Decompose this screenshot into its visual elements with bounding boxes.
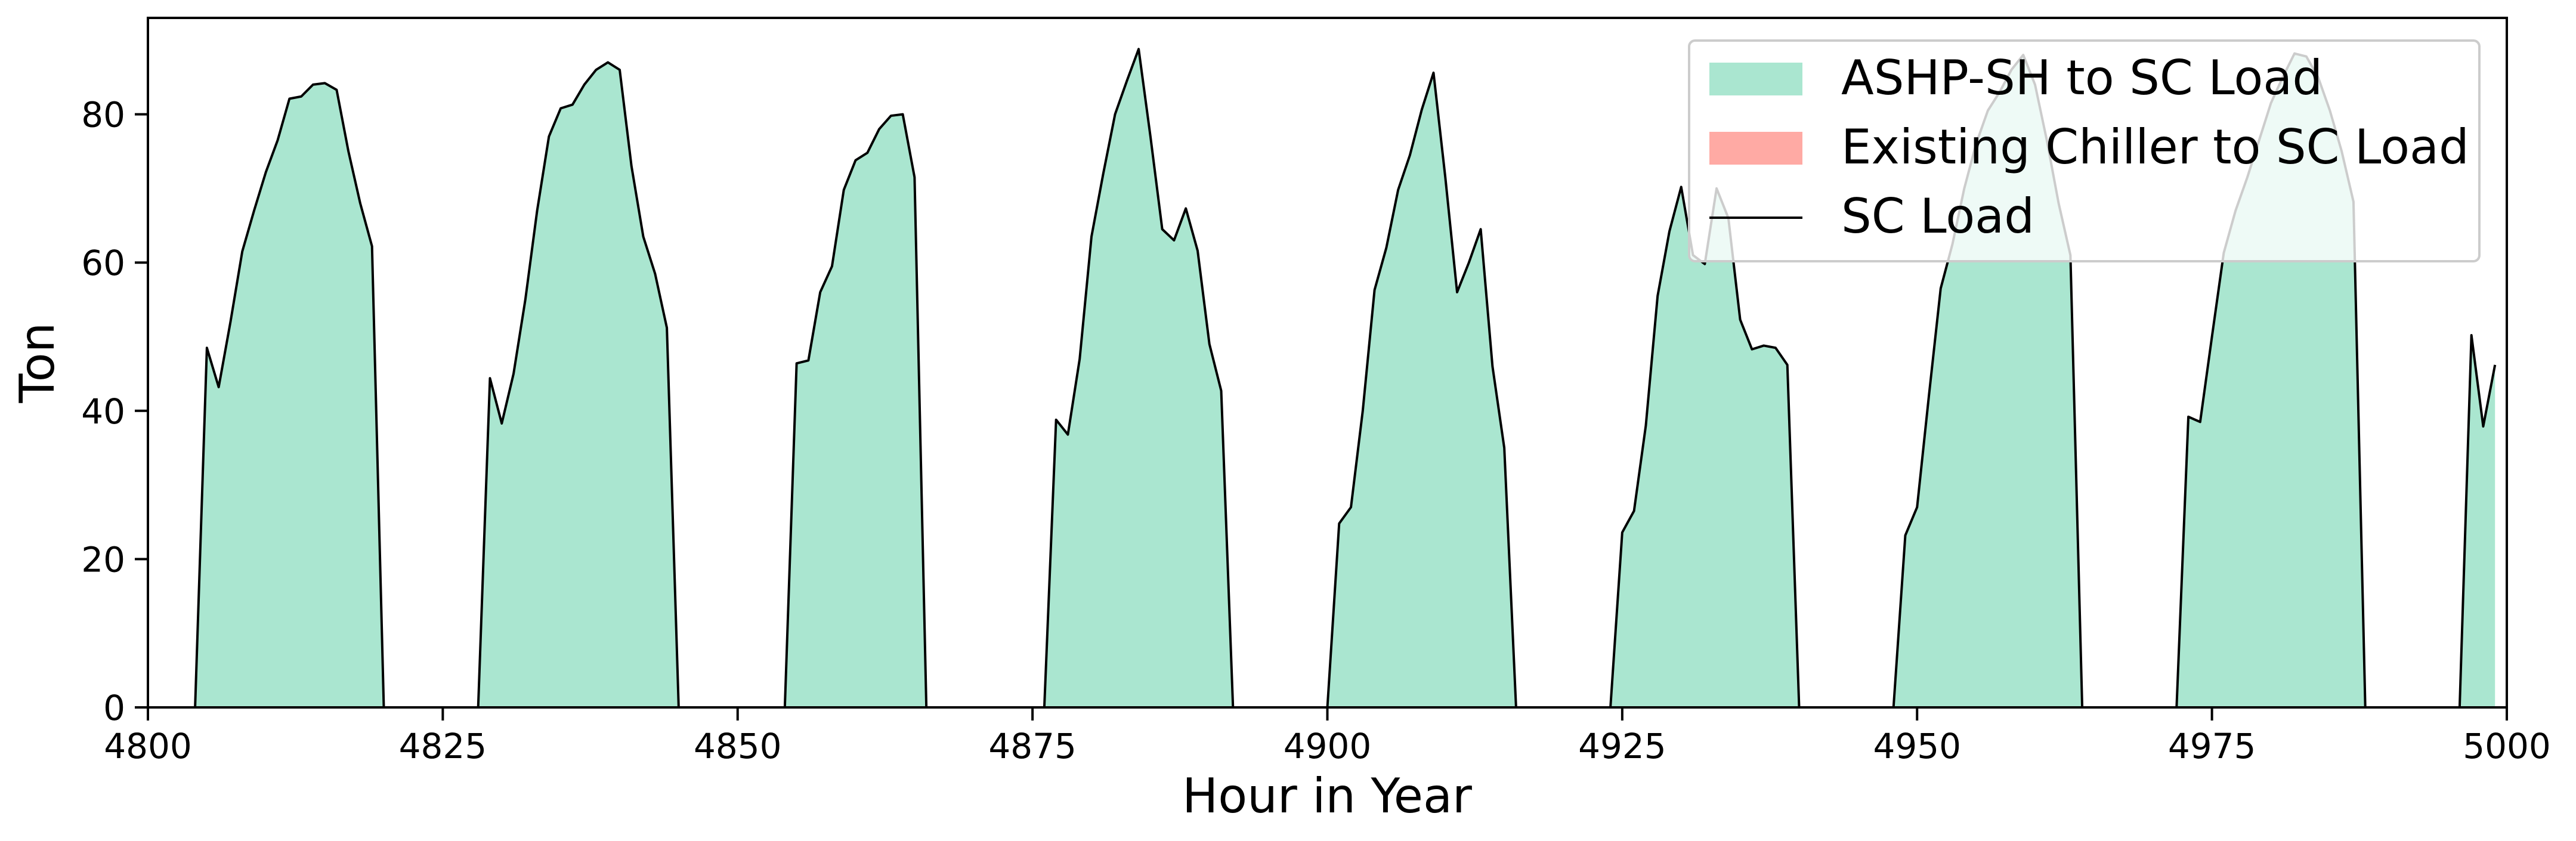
x-tick-label: 4975 — [2168, 726, 2256, 766]
ashp-area-day-3 — [784, 114, 927, 707]
ashp-area-day-1 — [195, 83, 384, 707]
y-tick-label: 80 — [81, 95, 125, 135]
x-tick-label: 4900 — [1284, 726, 1372, 766]
legend: ASHP-SH to SC Load Existing Chiller to S… — [1688, 39, 2481, 262]
x-tick-label: 4825 — [399, 726, 487, 766]
y-tick-label: 40 — [81, 391, 125, 432]
y-tick-label: 60 — [81, 243, 125, 283]
y-tick-label: 20 — [81, 539, 125, 580]
ashp-area-day-4 — [1044, 49, 1233, 708]
y-tick-label: 0 — [103, 688, 125, 728]
x-tick-label: 4925 — [1578, 726, 1666, 766]
legend-swatch-chiller — [1709, 132, 1802, 165]
x-tick-label: 4875 — [988, 726, 1077, 766]
x-tick-label: 4950 — [1873, 726, 1961, 766]
legend-label-chiller: Existing Chiller to SC Load — [1841, 119, 2469, 175]
legend-label-sc-load: SC Load — [1841, 188, 2034, 244]
x-axis-title: Hour in Year — [1182, 768, 1472, 824]
x-axis: 4800 4825 4850 4875 4900 4925 4950 4975 5000 — [104, 707, 2551, 766]
ashp-area-day-6 — [1610, 187, 1799, 707]
legend-label-ashp: ASHP-SH to SC Load — [1841, 50, 2323, 106]
y-axis-title: Ton — [10, 323, 65, 404]
x-tick-label: 4800 — [104, 726, 192, 766]
x-tick-label: 4850 — [694, 726, 782, 766]
legend-swatch-ashp — [1709, 63, 1802, 95]
y-axis: 0 20 40 60 80 — [81, 95, 148, 728]
ashp-area-day-5 — [1327, 72, 1516, 708]
ashp-area-day-2 — [478, 62, 679, 707]
legend-box — [1688, 39, 2481, 262]
x-tick-label: 5000 — [2463, 726, 2551, 766]
